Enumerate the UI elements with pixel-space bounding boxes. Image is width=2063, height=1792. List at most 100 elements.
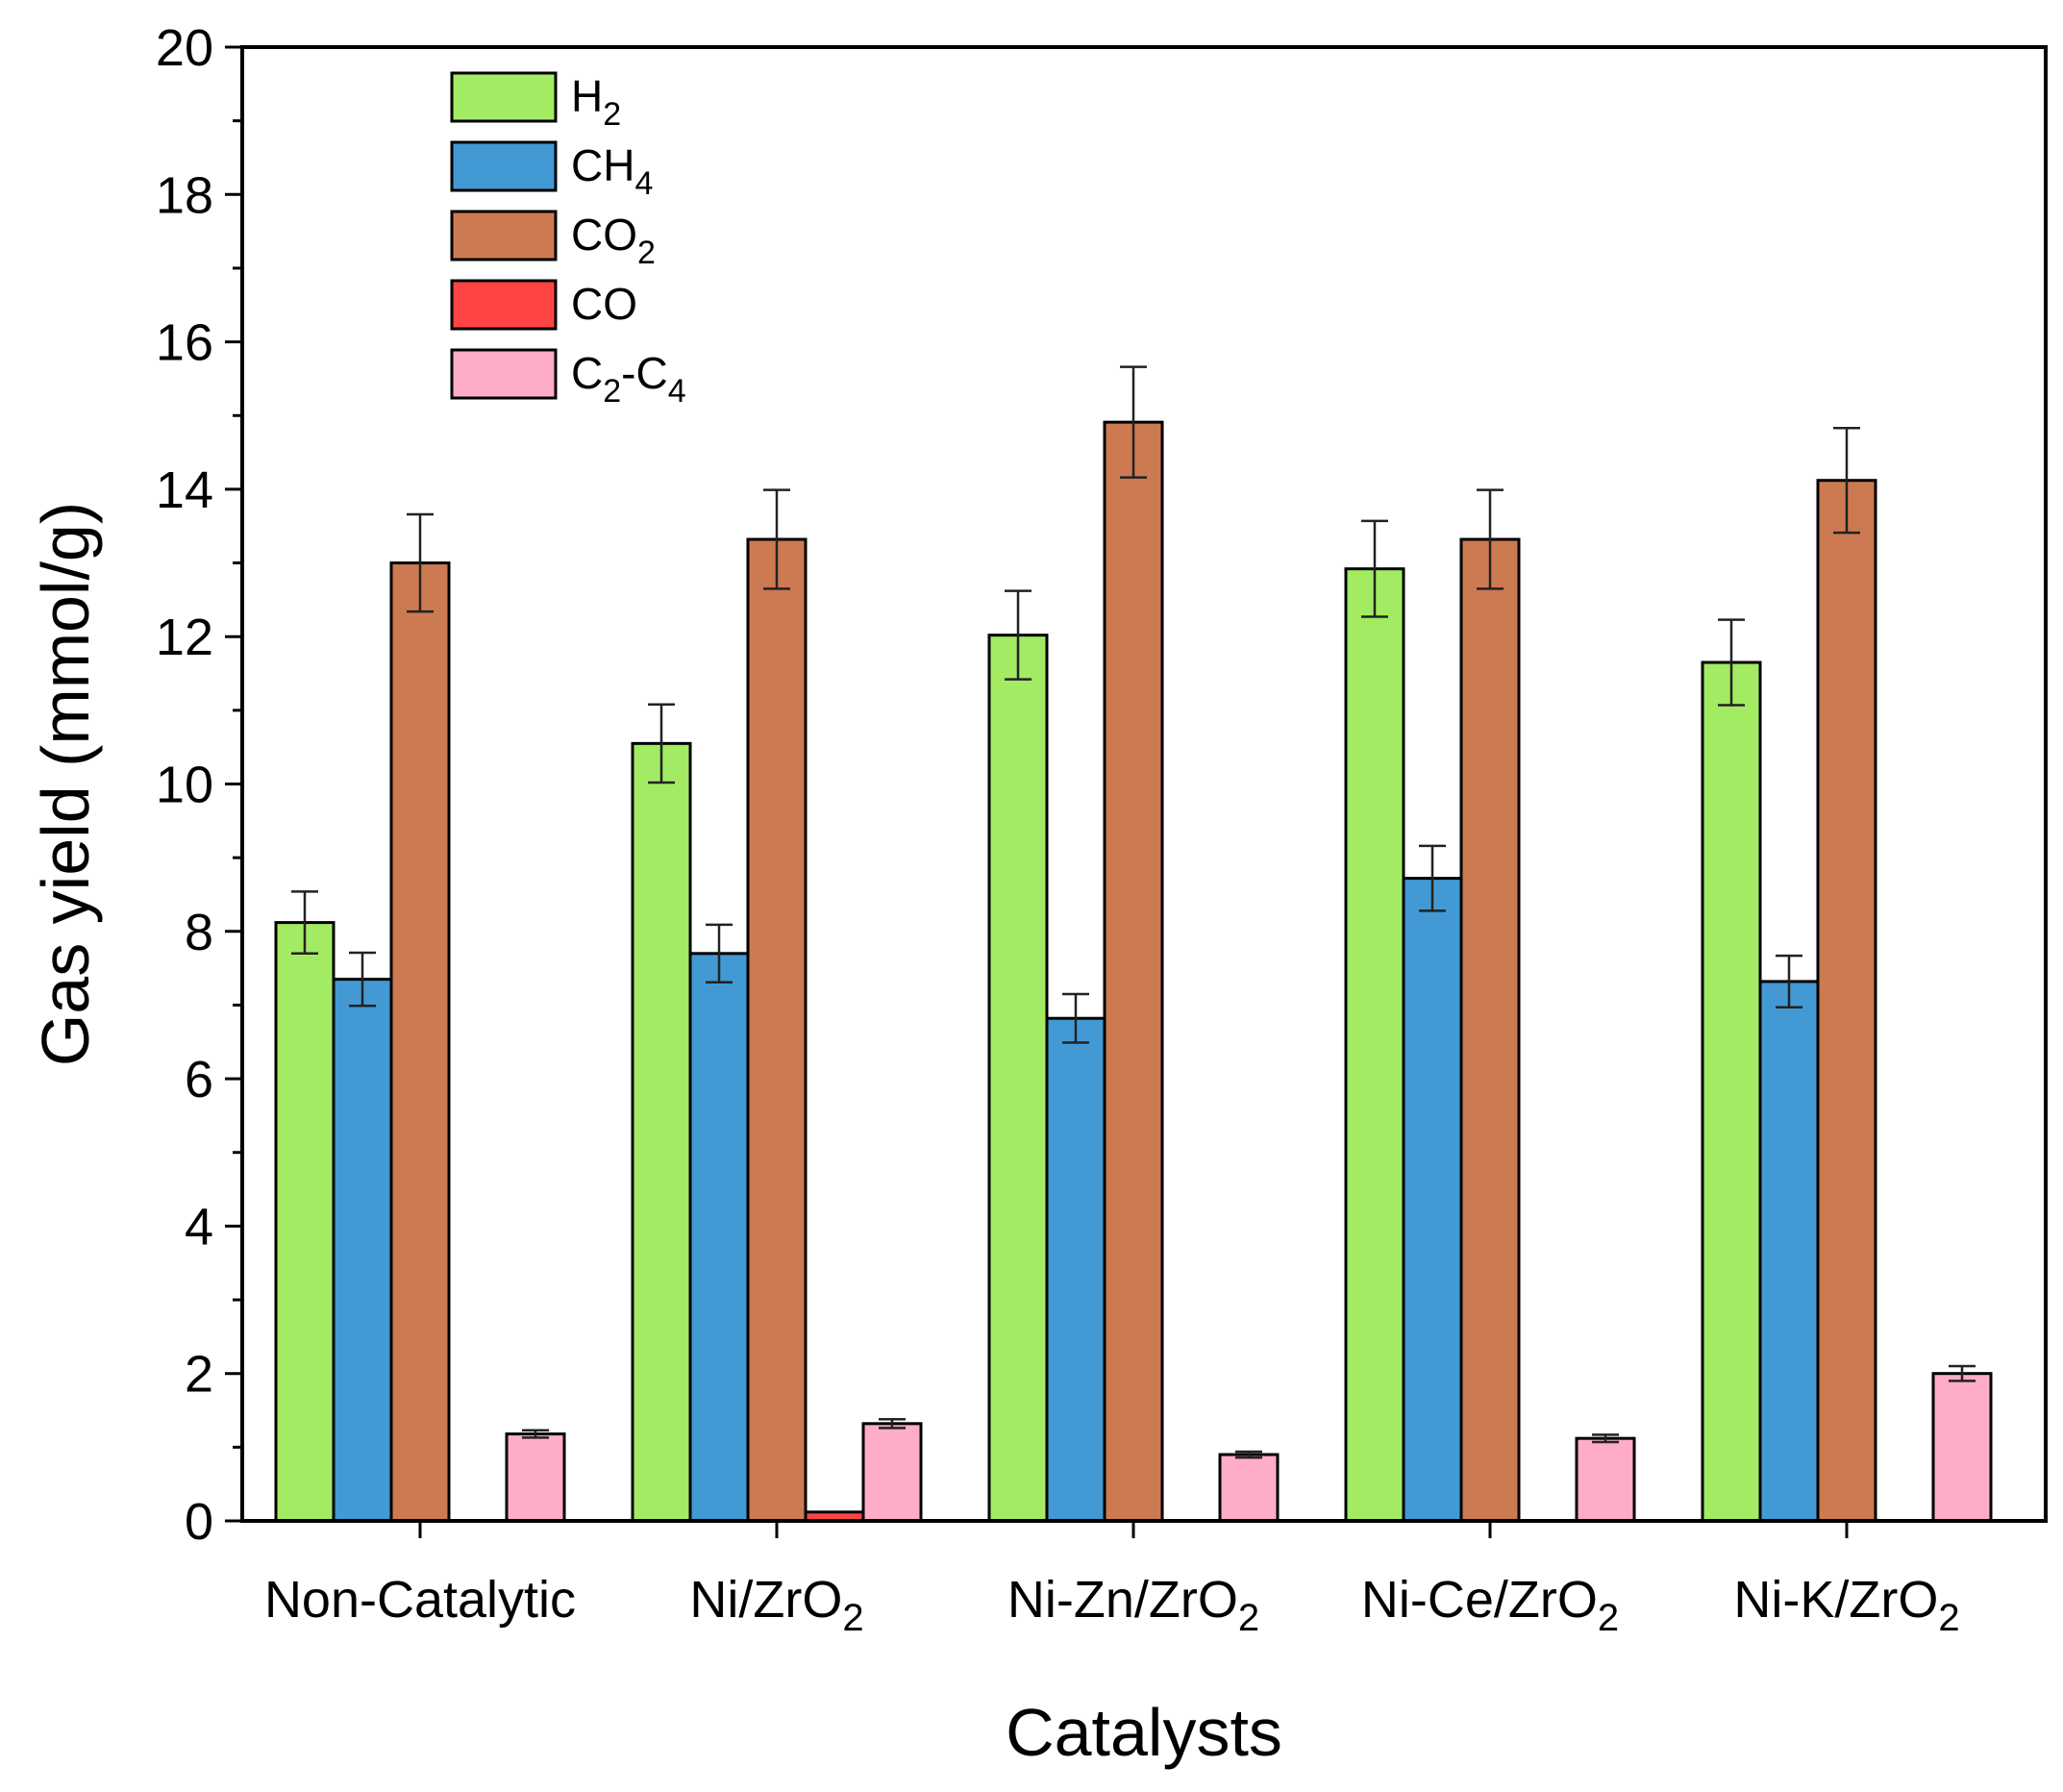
x-tick-label-4: Ni-K/ZrO2 <box>1733 1571 1959 1639</box>
legend-label-base: H <box>571 71 603 121</box>
x-tick-label-sub: 2 <box>1598 1597 1619 1639</box>
error-bar-s2-c3 <box>1477 488 1504 590</box>
error-bar-s4-c2 <box>1235 1450 1262 1459</box>
bar-s1-c4 <box>1758 980 1820 1523</box>
bar-s2-c3 <box>1459 537 1521 1523</box>
x-tick-label-sub: 2 <box>1938 1597 1959 1639</box>
x-tick-label-base: Ni-Zn/ZrO <box>1007 1571 1238 1629</box>
bar-s0-c1 <box>631 741 692 1523</box>
y-tick-label: 8 <box>185 904 213 961</box>
legend-swatch <box>450 140 558 192</box>
legend-swatch <box>450 210 558 261</box>
legend-label-sub: 2 <box>603 96 621 133</box>
legend-label-sub2: 4 <box>668 373 686 410</box>
bar-s0-c3 <box>1344 567 1405 1523</box>
y-tick-label: 12 <box>156 609 213 666</box>
x-tick-label-sub: 2 <box>1238 1597 1259 1639</box>
y-tick-label: 14 <box>156 461 213 519</box>
bar-s1-c1 <box>688 952 750 1523</box>
error-bar-s1-c4 <box>1776 954 1802 1008</box>
y-tick-label: 0 <box>185 1493 213 1551</box>
legend-label-sub: 4 <box>634 165 653 202</box>
bar-s0-c2 <box>987 634 1049 1523</box>
error-bar-s2-c0 <box>407 512 434 613</box>
legend-item-2: CO2 <box>450 210 656 271</box>
legend-label: C2-C4 <box>571 348 686 410</box>
legend-label: H2 <box>571 71 621 133</box>
legend-item-3: CO <box>450 279 637 331</box>
y-tick-label: 4 <box>185 1198 213 1256</box>
error-bar-s2-c2 <box>1120 365 1147 479</box>
legend-label-sub: 2 <box>637 235 656 271</box>
legend-label: CH4 <box>571 140 653 202</box>
error-bar-s0-c4 <box>1718 618 1745 707</box>
legend-label-base: C <box>571 348 603 398</box>
legend-item-1: CH4 <box>450 140 653 202</box>
y-axis-title: Gas yield (mmol/g) <box>28 502 103 1066</box>
bars-layer <box>274 420 1993 1523</box>
error-bar-s0-c0 <box>291 890 318 956</box>
y-tick-label: 2 <box>185 1346 213 1404</box>
error-bar-s0-c2 <box>1005 589 1032 681</box>
error-bar-s4-c1 <box>879 1417 906 1430</box>
bar-s1-c2 <box>1045 1016 1106 1523</box>
error-bar-s4-c4 <box>1949 1364 1976 1382</box>
x-tick-label-0: Non-Catalytic <box>264 1571 576 1629</box>
bar-s2-c0 <box>389 561 451 1523</box>
error-bars-layer <box>291 365 1976 1459</box>
error-bar-s0-c1 <box>648 703 675 784</box>
bar-s0-c4 <box>1701 660 1762 1523</box>
legend-label-mid: -C <box>621 348 668 398</box>
legend-swatch <box>450 71 558 123</box>
x-tick-label-base: Ni-Ce/ZrO <box>1361 1571 1598 1629</box>
error-bar-s1-c3 <box>1419 844 1446 912</box>
error-bar-s1-c0 <box>349 951 376 1008</box>
y-tick-label: 16 <box>156 314 213 372</box>
bar-s2-c2 <box>1103 420 1164 1523</box>
error-bar-s1-c2 <box>1062 992 1089 1044</box>
x-tick-label-base: Ni/ZrO <box>689 1571 842 1629</box>
x-category-labels: Non-Catalytic Ni/ZrO2 Ni-Zn/ZrO2 Ni-Ce/ZrO2… <box>264 1521 1960 1639</box>
legend-swatch <box>450 279 558 331</box>
legend-label-base: CO <box>571 210 637 260</box>
error-bar-s1-c1 <box>706 923 733 983</box>
bar-s1-c0 <box>332 978 393 1523</box>
bar-s4-c3 <box>1575 1436 1636 1523</box>
bar-s2-c1 <box>746 537 808 1523</box>
y-tick-label: 18 <box>156 166 213 224</box>
legend-label-sub: 2 <box>603 373 621 410</box>
legend-item-0: H2 <box>450 71 621 133</box>
bar-s1-c3 <box>1402 877 1463 1523</box>
y-tick-label: 10 <box>156 757 213 814</box>
bar-s4-c4 <box>1931 1372 1993 1523</box>
y-ticks-layer: 0 2 4 6 8 10 12 14 16 18 20 <box>156 19 242 1551</box>
bar-s4-c1 <box>861 1422 923 1523</box>
error-bar-s2-c4 <box>1833 427 1860 535</box>
legend-label-base: CO <box>571 279 637 329</box>
error-bar-s4-c0 <box>522 1429 549 1439</box>
legend-label-base: CH <box>571 140 634 190</box>
legend-label: CO <box>571 279 637 329</box>
bar-s2-c4 <box>1816 479 1877 1523</box>
x-tick-label-base: Ni-K/ZrO <box>1733 1571 1938 1629</box>
error-bar-s4-c3 <box>1592 1433 1619 1444</box>
x-axis-title: Catalysts <box>1006 1695 1282 1770</box>
x-tick-label-sub: 2 <box>842 1597 863 1639</box>
y-tick-label: 6 <box>185 1051 213 1108</box>
x-tick-label-1: Ni/ZrO2 <box>689 1571 863 1639</box>
y-tick-label: 20 <box>156 19 213 77</box>
legend-swatch <box>450 348 558 400</box>
error-bar-s0-c3 <box>1361 519 1388 618</box>
bar-s4-c0 <box>505 1432 566 1523</box>
x-tick-label-base: Non-Catalytic <box>264 1571 576 1629</box>
bar-s4-c2 <box>1218 1453 1280 1523</box>
legend-item-4: C2-C4 <box>450 348 686 410</box>
legend-label: CO2 <box>571 210 656 271</box>
error-bar-s2-c1 <box>763 488 790 590</box>
x-tick-label-2: Ni-Zn/ZrO2 <box>1007 1571 1259 1639</box>
x-tick-label-3: Ni-Ce/ZrO2 <box>1361 1571 1619 1639</box>
bar-s0-c0 <box>274 921 336 1523</box>
